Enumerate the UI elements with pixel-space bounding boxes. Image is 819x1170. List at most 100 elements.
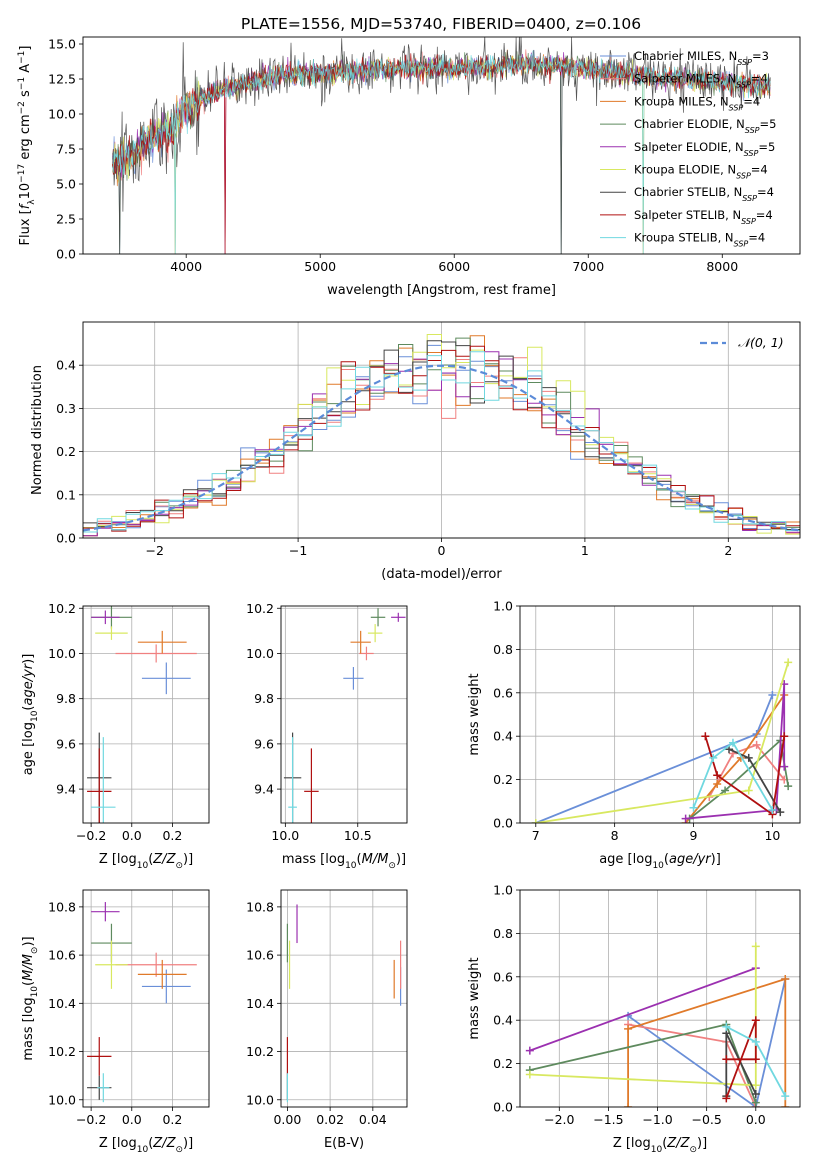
histogram-step [83,351,800,533]
spectrum-line [112,55,771,254]
x-tick-label: 0.04 [359,1112,387,1127]
x-tick-label: 10.5 [344,828,372,843]
spectrum-curves [112,37,771,254]
y-tick-label: 10.2 [48,601,76,616]
weight-marker [780,762,789,771]
age_vs_Z-panel: −0.2 0.0 0.2 9.4 9.6 9.8 10.0 10.2 Z [log10(Z/Z⊙… [21,601,210,871]
y-tick-label: 10.4 [246,996,274,1011]
x-tick-label: 4000 [170,259,202,274]
axes-frame [82,321,801,539]
weight-marker [751,1037,760,1046]
spectrum-line [112,50,771,254]
x-axis-label: E(B-V) [324,1136,364,1151]
weight-line [704,735,786,816]
weight-line [684,694,785,823]
weight-marker [751,1016,760,1025]
y-tick-label: 10.2 [48,1044,76,1059]
x-tick-label: 8000 [706,259,738,274]
y-tick-label: 10.0 [48,107,76,122]
legend-entry: 𝒩(0, 1) [738,335,784,350]
y-tick-label: 0.0 [493,816,513,831]
legend-entry: Chabrier STELIB, NSSP=4 [634,185,774,203]
x-tick-label: 9 [690,828,698,843]
axes-frame [519,605,801,824]
legend-entry: Kroupa ELODIE, NSSP=4 [634,163,768,181]
weight-marker [744,786,753,795]
y-tick-label: 0.6 [493,969,513,984]
weight-marker [722,1094,731,1103]
weight-line [627,977,787,1107]
y-tick-label: 10.2 [246,1044,274,1059]
x-tick-label: 0.2 [162,1112,182,1127]
weight-marker [752,740,761,749]
histograms [83,334,800,537]
weight-marker [744,753,753,762]
weight-marker [781,974,790,983]
weight-marker [722,1022,731,1031]
weight-marker [751,942,760,951]
weight-marker [624,1103,633,1107]
weight-marker [751,1089,760,1098]
x-tick-label: −1.0 [642,1112,672,1127]
legend-entry: Salpeter MILES, NSSP=4 [634,72,768,90]
y-tick-label: 12.5 [48,72,76,87]
legend-entry: Salpeter STELIB, NSSP=4 [634,208,773,226]
y-tick-label: 9.6 [56,736,76,751]
weight-marker [776,808,785,817]
weight-marker [525,1070,534,1079]
x-tick-label: 0.0 [122,1112,142,1127]
weight-lines [531,658,793,823]
x-axis-label: Z [log10(Z/Z⊙)] [99,852,193,871]
y-tick-label: 9.4 [254,782,274,797]
weight-marker [751,1055,760,1064]
y-tick-label: 0.3 [56,401,76,416]
axes-frame [82,36,801,255]
weight-lines [525,942,790,1107]
y-tick-label: 9.8 [56,691,76,706]
weight-marker [713,771,722,780]
mass_vs_Z-panel: −0.2 0.0 0.2 10.0 10.2 10.4 10.6 10.8 Z [log10(Z… [21,889,210,1155]
y-tick-label: 0.1 [56,487,76,502]
x-tick-label: −2.0 [544,1112,574,1127]
y-tick-label: 10.0 [246,646,274,661]
y-tick-label: 0.8 [493,926,513,941]
mass_vs_EBV-panel: 0.00 0.02 0.04 10.0 10.2 10.4 10.6 10.8 E(B-V) [246,889,408,1151]
histogram-step [83,351,800,537]
errorbars [286,904,402,1103]
y-axis-label: mass [log10(M/M⊙)] [21,936,40,1060]
axes-frame [82,605,210,824]
weight-marker [728,738,737,747]
y-tick-label: 10.8 [48,899,76,914]
y-tick-label: 10.8 [246,899,274,914]
x-tick-label: 0.02 [316,1112,344,1127]
x-axis-label: (data-model)/error [381,567,502,582]
weight-marker [713,779,722,788]
y-tick-label: 5.0 [56,177,76,192]
y-tick-label: 0.4 [56,358,76,373]
y-tick-label: 10.2 [246,601,274,616]
weight-marker [531,819,540,823]
weight-marker [768,690,777,699]
y-tick-label: 0.8 [493,642,513,657]
spectrum-panel: 4000 5000 6000 7000 8000 0.0 2.5 5.0 7.5 10.0 12.5… [17,36,801,298]
x-tick-label: 10.0 [271,828,299,843]
residuals-panel: −2 −1 0 1 2 0.0 0.1 0.2 0.3 0.4 𝒩(0, 1) (data-model… [30,321,801,582]
weight_vs_age-panel: 7 8 9 10 0.0 0.2 0.4 0.6 0.8 1.0 age [log10(age/yr… [467,599,801,871]
weight-marker [689,803,698,812]
x-tick-label: −0.5 [691,1112,721,1127]
weight-marker [624,1024,633,1033]
weight-marker [525,1046,534,1055]
spectrum-legend: Chabrier MILES, NSSP=3 Salpeter MILES, NS… [600,49,776,248]
y-tick-label: 0.2 [493,772,513,787]
x-tick-label: 0.2 [162,828,182,843]
weight-line [627,1023,757,1107]
y-tick-label: 0.0 [493,1100,513,1115]
x-axis-label: Z [log10(Z/Z⊙)] [99,1136,193,1155]
y-tick-label: 9.6 [254,736,274,751]
axes-frame [280,605,408,824]
errorbars [87,902,197,1103]
weight-line [627,978,787,1107]
y-tick-label: 10.0 [48,646,76,661]
weight-marker [784,658,793,667]
x-tick-label: −0.2 [76,1112,106,1127]
